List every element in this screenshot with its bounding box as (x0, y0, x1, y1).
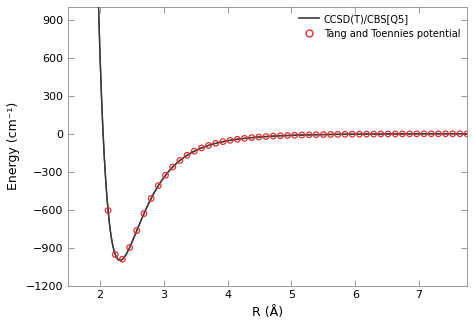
Point (205, 143, 212, 148)
Point (162, 173, 169, 178)
Point (435, 131, 442, 136)
Point (341, 132, 349, 137)
Point (298, 132, 306, 138)
Point (191, 149, 198, 154)
Point (155, 183, 162, 188)
Point (262, 134, 270, 139)
Point (319, 132, 327, 137)
Legend: CCSD(T)/CBS[Q5], Tang and Toennies potential: CCSD(T)/CBS[Q5], Tang and Toennies poten… (296, 10, 464, 42)
Point (241, 136, 248, 141)
Point (277, 133, 284, 138)
Point (169, 164, 176, 170)
Point (305, 132, 313, 138)
Point (269, 134, 277, 139)
Point (118, 257, 126, 262)
Point (219, 139, 227, 144)
Point (334, 132, 342, 137)
Point (147, 196, 155, 201)
Point (463, 131, 471, 136)
Point (406, 131, 413, 137)
Point (212, 141, 219, 146)
Point (234, 137, 241, 142)
Point (456, 131, 464, 136)
Y-axis label: Energy (cm⁻¹): Energy (cm⁻¹) (7, 102, 20, 190)
Point (111, 252, 119, 257)
X-axis label: R (Å): R (Å) (252, 306, 283, 319)
Point (198, 145, 205, 151)
Point (176, 158, 183, 163)
Point (442, 131, 449, 136)
Point (399, 131, 406, 137)
Point (384, 131, 392, 137)
Point (312, 132, 320, 137)
Point (370, 131, 377, 137)
Point (227, 138, 234, 143)
Point (255, 134, 263, 140)
Point (392, 131, 399, 137)
Point (413, 131, 420, 137)
Point (420, 131, 428, 136)
Point (428, 131, 435, 136)
Point (284, 133, 292, 138)
Point (356, 131, 363, 137)
Point (291, 133, 299, 138)
Point (377, 131, 385, 137)
Point (104, 208, 112, 213)
Point (248, 135, 255, 140)
Point (363, 131, 370, 137)
Point (348, 132, 356, 137)
Point (449, 131, 456, 136)
Point (327, 132, 335, 137)
Point (140, 211, 148, 216)
Point (133, 228, 141, 233)
Point (183, 153, 191, 158)
Point (126, 245, 133, 250)
